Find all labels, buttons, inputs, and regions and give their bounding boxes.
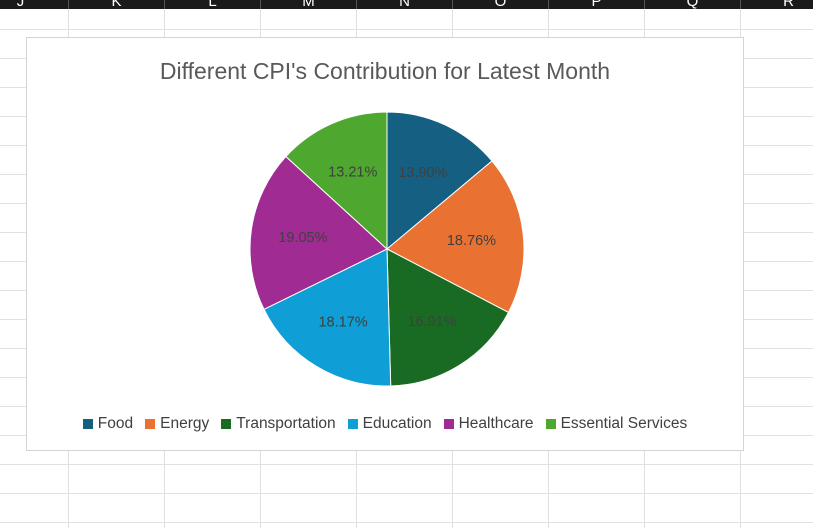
pie-slice-healthcare[interactable]	[249, 155, 388, 311]
column-header-p[interactable]: P	[549, 0, 645, 9]
column-header-k[interactable]: K	[69, 0, 165, 9]
legend-label: Healthcare	[458, 415, 534, 432]
legend-label: Energy	[160, 415, 210, 432]
column-header-n[interactable]: N	[357, 0, 453, 9]
chart-legend: Food Energy Transportation Education Healthc…	[27, 415, 743, 433]
legend-swatch	[145, 419, 156, 429]
legend-item-food[interactable]: Food	[82, 415, 134, 433]
column-header-r[interactable]: R	[741, 0, 813, 9]
data-label-food: 13.90%	[398, 165, 447, 181]
legend-swatch	[82, 419, 93, 429]
legend-item-healthcare[interactable]: Healthcare	[443, 415, 534, 433]
pie-chart: 13.90% 18.76% 16.91% 18.17% 19.05% 13.21%	[249, 111, 525, 387]
legend-swatch	[347, 419, 358, 429]
pie-slice-transportation[interactable]	[386, 248, 510, 387]
legend-item-essential-services[interactable]: Essential Services	[545, 415, 688, 433]
column-header-o[interactable]: O	[453, 0, 549, 9]
legend-label: Food	[97, 415, 134, 432]
column-header-l[interactable]: L	[165, 0, 261, 9]
legend-swatch	[545, 419, 556, 429]
chart-title: Different CPI's Contribution for Latest …	[159, 58, 611, 84]
data-label-education: 18.17%	[318, 315, 367, 331]
legend-label: Transportation	[236, 415, 336, 432]
column-header-m[interactable]: M	[261, 0, 357, 9]
column-header-q[interactable]: Q	[645, 0, 741, 9]
legend-item-energy[interactable]: Energy	[145, 415, 209, 433]
legend-label: Education	[362, 415, 432, 432]
data-label-transportation: 16.91%	[407, 314, 456, 330]
legend-item-education[interactable]: Education	[347, 415, 432, 433]
legend-label: Essential Services	[560, 415, 688, 432]
pie-slice-essential-services[interactable]	[285, 111, 388, 251]
pie-slice-food[interactable]	[386, 111, 493, 251]
legend-swatch	[221, 419, 232, 429]
pie-slice-education[interactable]	[263, 248, 392, 387]
pie-slice-energy[interactable]	[386, 160, 525, 314]
data-label-healthcare: 19.05%	[278, 230, 327, 246]
legend-swatch	[443, 419, 454, 429]
chart-frame[interactable]: Different CPI's Contribution for Latest …	[26, 37, 744, 451]
data-label-energy: 18.76%	[447, 233, 496, 249]
column-header-j[interactable]: J	[0, 0, 69, 9]
legend-item-transportation[interactable]: Transportation	[221, 415, 336, 433]
data-label-essential-services: 13.21%	[328, 164, 377, 180]
